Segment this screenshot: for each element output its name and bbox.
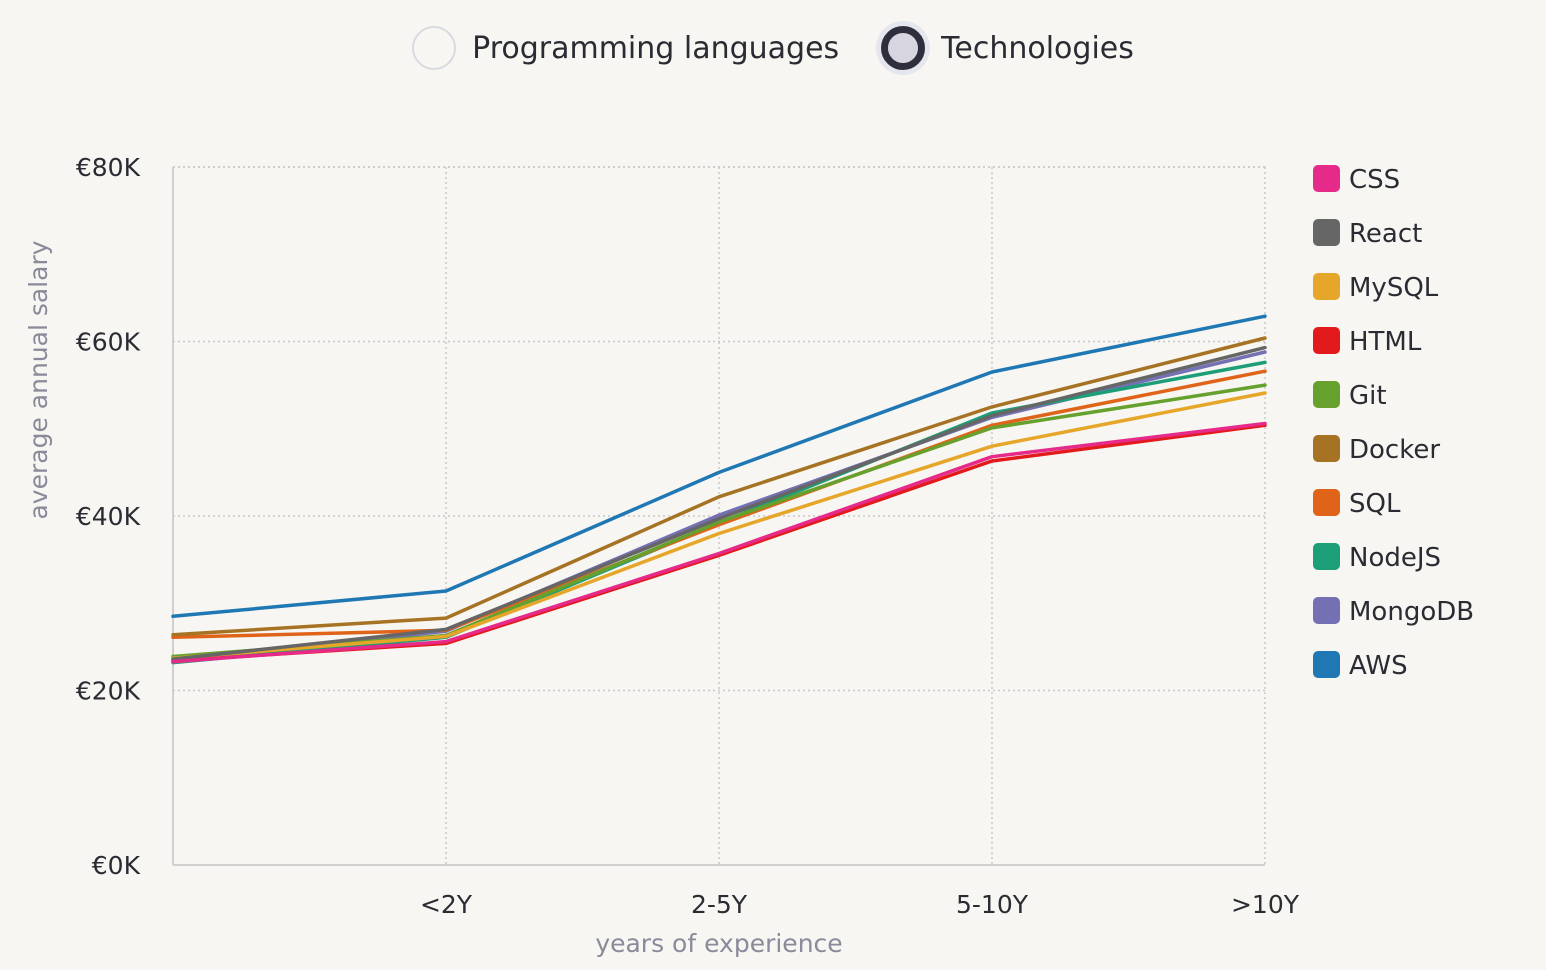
radio-technologies[interactable] xyxy=(881,26,926,70)
legend-label: MySQL xyxy=(1349,273,1439,303)
x-tick-label: 2-5Y xyxy=(691,890,748,919)
legend-label: AWS xyxy=(1349,651,1408,681)
y-tick-label: €80K xyxy=(76,153,141,182)
legend-swatch xyxy=(1313,381,1340,408)
legend-label: CSS xyxy=(1349,165,1400,195)
legend-swatch xyxy=(1313,435,1340,462)
y-tick-label: €60K xyxy=(76,328,141,357)
legend-swatch xyxy=(1313,543,1340,570)
legend-item-git[interactable]: Git xyxy=(1313,381,1387,411)
y-tick-label: €0K xyxy=(92,851,141,880)
legend-item-sql[interactable]: SQL xyxy=(1313,489,1401,519)
legend-swatch xyxy=(1313,489,1340,516)
legend-label: SQL xyxy=(1349,489,1401,519)
toggle-programming-languages-label: Programming languages xyxy=(472,30,840,66)
legend-swatch xyxy=(1313,651,1340,678)
y-tick-label: €20K xyxy=(76,677,141,706)
x-tick-label: >10Y xyxy=(1231,890,1300,919)
legend-swatch xyxy=(1313,273,1340,300)
grid xyxy=(173,166,1266,865)
radio-programming-languages[interactable] xyxy=(412,26,457,70)
legend: CSS React MySQL HTML Git Docker SQL NodeJS Mongo… xyxy=(1313,165,1474,681)
series-line-sql xyxy=(171,369,1267,640)
series-line-react xyxy=(171,345,1267,661)
x-tick-label: 5-10Y xyxy=(956,890,1029,919)
legend-swatch xyxy=(1313,219,1340,246)
legend-item-react[interactable]: React xyxy=(1313,219,1422,249)
chart-mode-toggle: Programming languages Technologies xyxy=(0,26,1546,70)
toggle-technologies[interactable]: Technologies xyxy=(881,26,1134,70)
legend-item-mongodb[interactable]: MongoDB xyxy=(1313,597,1474,627)
y-axis-title: average annual salary xyxy=(24,240,53,519)
legend-item-html[interactable]: HTML xyxy=(1313,327,1422,357)
legend-item-css[interactable]: CSS xyxy=(1313,165,1400,195)
x-tick-label: <2Y xyxy=(420,890,473,919)
legend-item-aws[interactable]: AWS xyxy=(1313,651,1408,681)
legend-label: Git xyxy=(1349,381,1387,411)
legend-item-mysql[interactable]: MySQL xyxy=(1313,273,1439,303)
toggle-technologies-label: Technologies xyxy=(941,30,1134,66)
series-line-aws xyxy=(171,314,1267,619)
legend-label: NodeJS xyxy=(1349,543,1441,573)
legend-swatch xyxy=(1313,165,1340,192)
legend-label: MongoDB xyxy=(1349,597,1474,627)
axes: €0K €20K €40K €60K €80K <2Y 2-5Y 5-10Y >10Y xyxy=(76,153,1300,919)
legend-label: HTML xyxy=(1349,327,1422,357)
x-axis-title: years of experience xyxy=(595,929,842,958)
series-line-css xyxy=(171,421,1267,664)
legend-item-nodejs[interactable]: NodeJS xyxy=(1313,543,1441,573)
legend-label: Docker xyxy=(1349,435,1440,465)
series-line-mysql xyxy=(171,391,1267,660)
series-lines xyxy=(171,314,1267,665)
legend-label: React xyxy=(1349,219,1422,249)
legend-item-docker[interactable]: Docker xyxy=(1313,435,1440,465)
series-line-docker xyxy=(171,336,1267,637)
toggle-programming-languages[interactable]: Programming languages xyxy=(412,26,839,70)
legend-swatch xyxy=(1313,327,1340,354)
y-tick-label: €40K xyxy=(76,502,141,531)
legend-swatch xyxy=(1313,597,1340,624)
